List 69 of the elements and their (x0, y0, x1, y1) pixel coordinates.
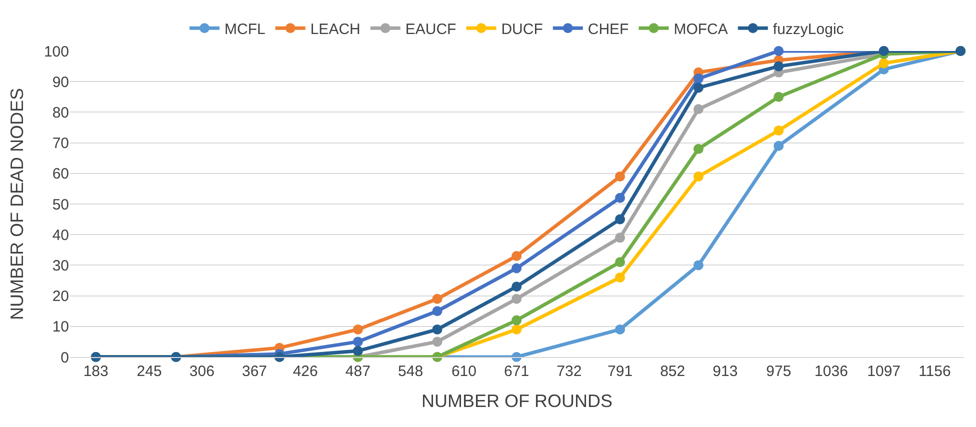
y-tick-label: 50 (52, 196, 69, 214)
point (693, 260, 704, 270)
point (615, 272, 626, 282)
x-tick-label: 975 (766, 363, 792, 380)
legend-label: fuzzyLogic (772, 20, 844, 38)
point (512, 315, 522, 326)
point (615, 171, 626, 182)
x-tick-label: 671 (504, 363, 530, 380)
point (512, 294, 522, 304)
x-tick-label: 732 (556, 363, 582, 380)
x-axis-title: NUMBER OF ROUNDS (421, 391, 613, 412)
y-axis-title: NUMBER OF DEAD NODES (7, 88, 28, 320)
x-tick-label: 367 (242, 363, 268, 380)
y-tick-label: 70 (52, 135, 69, 152)
x-tick-label: 1156 (918, 363, 951, 380)
x-tick-label: 852 (660, 363, 686, 380)
x-tick-label: 306 (189, 363, 214, 380)
point (693, 171, 704, 182)
y-tick-label: 10 (52, 318, 69, 336)
y-tick-label: 100 (44, 43, 69, 60)
y-tick-label: 80 (52, 104, 69, 122)
point (615, 214, 626, 224)
point (352, 324, 363, 334)
point (693, 74, 704, 84)
x-tick-label: 791 (608, 363, 633, 380)
legend-label: EAUCF (405, 20, 456, 38)
y-tick-label: 90 (52, 74, 69, 91)
point (878, 58, 889, 68)
x-tick-label: 1097 (867, 363, 901, 380)
point (432, 324, 442, 334)
point (512, 282, 522, 292)
y-tick-label: 40 (52, 226, 69, 244)
y-tick-label: 20 (52, 288, 69, 306)
point (512, 324, 522, 334)
point (352, 336, 363, 347)
legend-label: LEACH (310, 20, 360, 38)
point (693, 144, 704, 154)
legend-label: DUCF (501, 20, 543, 38)
x-tick-label: 548 (398, 363, 424, 380)
x-tick-label: 913 (712, 363, 738, 380)
legend-label: MOFCA (674, 20, 728, 38)
point (512, 251, 522, 262)
point (432, 306, 442, 316)
x-tick-label: 183 (83, 363, 108, 380)
point (774, 46, 784, 56)
point (615, 324, 626, 334)
point (774, 61, 784, 72)
x-tick-label: 610 (451, 363, 476, 380)
point (432, 294, 442, 304)
legend-label: CHEF (588, 20, 629, 38)
point (774, 140, 784, 151)
y-tick-label: 60 (52, 166, 69, 183)
point (693, 82, 704, 93)
y-tick-label: 30 (52, 257, 69, 274)
x-tick-label: 1036 (814, 363, 848, 380)
point (615, 192, 626, 203)
point (615, 232, 626, 243)
legend-label: MCFL (224, 20, 266, 38)
point (693, 104, 704, 114)
point (774, 126, 784, 136)
x-tick-label: 245 (136, 363, 162, 380)
x-tick-label: 487 (345, 363, 370, 380)
point (512, 263, 522, 274)
point (432, 336, 442, 347)
x-tick-label: 426 (292, 363, 318, 380)
point (774, 92, 784, 102)
y-tick-label: 0 (60, 349, 69, 366)
point (352, 346, 363, 356)
point (615, 257, 626, 268)
